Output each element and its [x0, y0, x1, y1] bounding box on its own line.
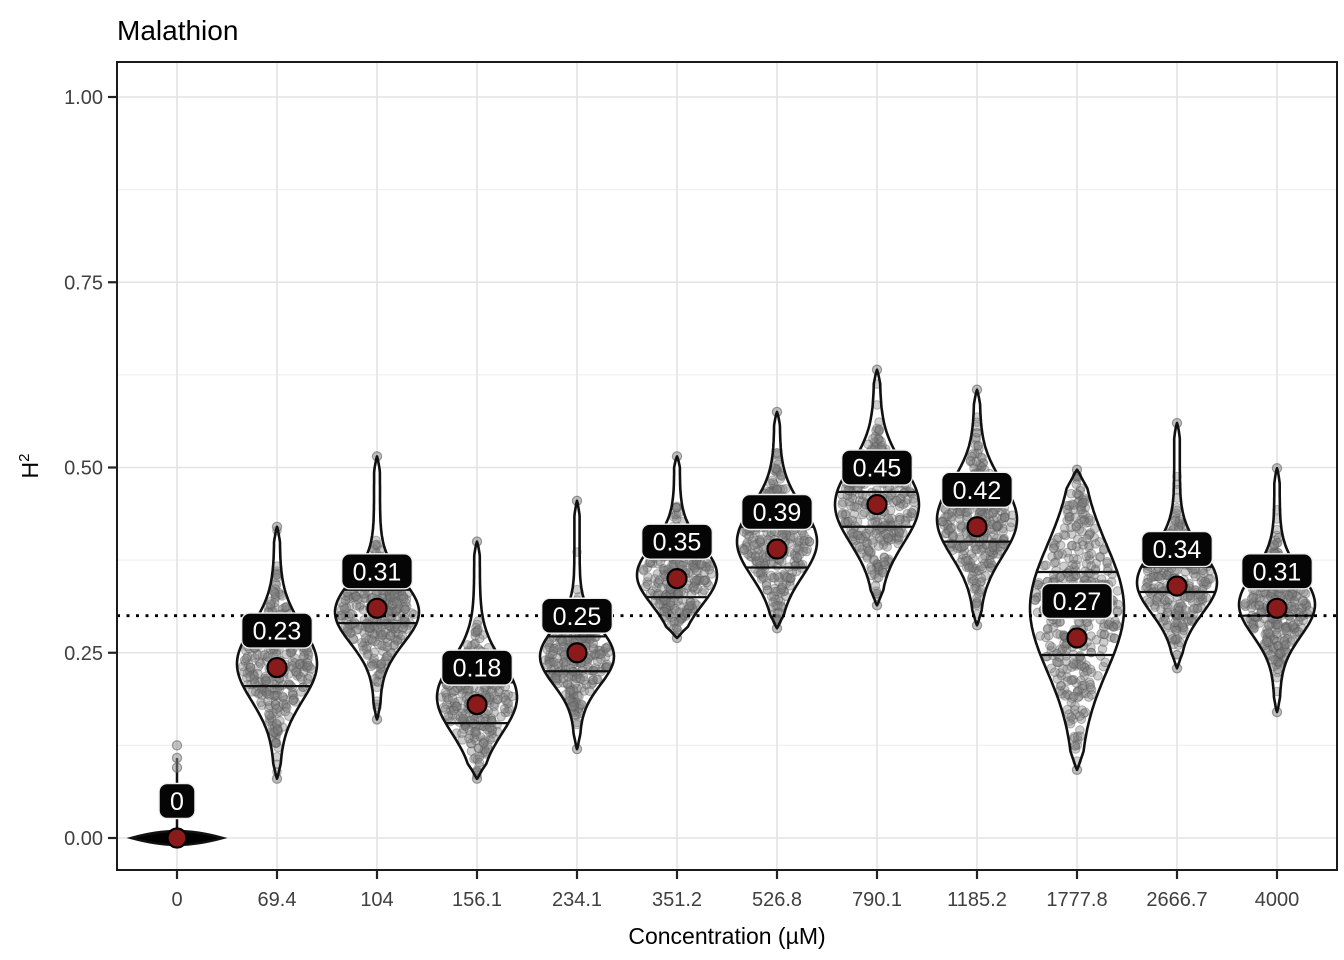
violin-outline [635, 455, 719, 640]
mean-dot [566, 642, 588, 664]
violin-outline [1237, 466, 1317, 714]
mean-label-box [840, 449, 914, 486]
mean-label-box [940, 471, 1014, 508]
mean-label-box [740, 493, 814, 531]
mean-label: 0.34 [1140, 530, 1214, 568]
violin-fill [1239, 468, 1315, 712]
mean-dot [166, 827, 188, 849]
mean-label-text: 0.34 [1153, 536, 1202, 564]
y-axis-title-base: H [17, 462, 43, 479]
violin-outline [1028, 468, 1126, 772]
x-tick-label: 104 [360, 889, 393, 911]
violin-outline [333, 455, 421, 721]
x-tick-label: 69.4 [258, 889, 297, 911]
mean-label-text: 0.18 [453, 655, 502, 683]
violin-fill [1030, 469, 1124, 770]
mean-dots-layer [166, 493, 1288, 849]
mean-label: 0.31 [1240, 553, 1314, 590]
mean-label-text: 0.31 [353, 558, 402, 586]
x-tick-label: 351.2 [652, 889, 702, 911]
mean-label: 0.35 [640, 523, 714, 560]
mean-label-box [540, 597, 614, 634]
mean-label-box [340, 553, 414, 590]
stray-point [171, 752, 183, 764]
panel-background [117, 62, 1337, 870]
mean-label-box [1140, 530, 1214, 568]
mean-label: 0.39 [740, 493, 814, 531]
violin-outline [435, 540, 519, 780]
violin-outline [735, 410, 819, 630]
mean-dot [666, 568, 688, 590]
mean-label-box [240, 612, 314, 649]
mean-label: 0.45 [840, 449, 914, 486]
y-tick-label: 0.50 [64, 458, 103, 480]
violin-outline [935, 388, 1019, 627]
y-axis-title-superscript: 2 [16, 454, 33, 462]
y-axis-title: H2 [16, 454, 43, 479]
mean-labels-layer: 0 0.23 0.31 0.18 0.25 0.35 0.39 0.45 0.42 0.27 0.3… [158, 449, 1314, 820]
mean-dot [966, 516, 988, 538]
violin-fill [237, 526, 317, 779]
mean-label-box [158, 782, 196, 820]
mean-dot [866, 493, 888, 516]
mean-label-text: 0 [170, 788, 184, 816]
violin-1777.8 [1028, 464, 1126, 776]
x-tick-label: 1185.2 [947, 889, 1007, 911]
axes-layer: 0 69.4 104 156.1 234.1 351.2 526.8 790.1 1185.2 1… [64, 87, 1299, 911]
mean-dot [466, 694, 488, 716]
y-tick-label: 0.25 [64, 643, 103, 665]
gridlines-minor [117, 189, 1337, 746]
violin-outline [235, 525, 319, 780]
mean-label-box [640, 523, 714, 560]
y-tick-label: 0.75 [64, 272, 103, 294]
mean-label-text: 0.45 [853, 455, 902, 483]
mean-label-text: 0.35 [653, 529, 702, 557]
mean-dot [1166, 575, 1188, 597]
mean-label-text: 0.31 [1253, 558, 1302, 586]
violin-outline [1135, 421, 1219, 670]
mean-label-box [440, 649, 514, 686]
mean-label: 0.27 [1040, 582, 1114, 620]
x-tick-label: 4000 [1255, 889, 1300, 911]
mean-label-text: 0.39 [753, 499, 802, 527]
violin-outline [833, 368, 921, 607]
mean-label: 0 [158, 782, 196, 820]
x-tick-label: 790.1 [852, 889, 902, 911]
mean-dot [1066, 627, 1088, 649]
stray-point [171, 740, 183, 751]
mean-dot [1266, 597, 1288, 619]
mean-label: 0.25 [540, 597, 614, 634]
violin-outline [538, 499, 616, 751]
x-tick-label: 1777.8 [1046, 889, 1107, 911]
mean-label: 0.42 [940, 471, 1014, 508]
mean-dot [366, 597, 388, 619]
y-tick-label: 0.00 [64, 828, 103, 850]
chart-title: Malathion [117, 15, 238, 46]
stray-point [171, 762, 183, 773]
panel-border [116, 61, 1338, 871]
mean-dot [266, 656, 288, 679]
x-tick-label: 234.1 [552, 889, 602, 911]
mean-label-box [1240, 553, 1314, 590]
mean-label-text: 0.27 [1053, 588, 1102, 616]
mean-label-text: 0.25 [553, 603, 602, 631]
x-tick-label: 526.8 [752, 889, 802, 911]
mean-label-text: 0.42 [953, 477, 1002, 505]
mean-dot [766, 538, 788, 560]
y-tick-label: 1.00 [64, 87, 103, 109]
mean-label-box [1040, 582, 1114, 620]
x-tick-label: 0 [171, 889, 182, 911]
mean-label: 0.31 [340, 553, 414, 590]
violin-fill [835, 369, 919, 606]
x-axis-title: Concentration (µM) [628, 923, 825, 949]
mean-label: 0.18 [440, 649, 514, 686]
x-tick-label: 2666.7 [1146, 889, 1207, 911]
x-tick-label: 156.1 [452, 889, 502, 911]
mean-label: 0.23 [240, 612, 314, 649]
mean-label-text: 0.23 [253, 618, 302, 646]
